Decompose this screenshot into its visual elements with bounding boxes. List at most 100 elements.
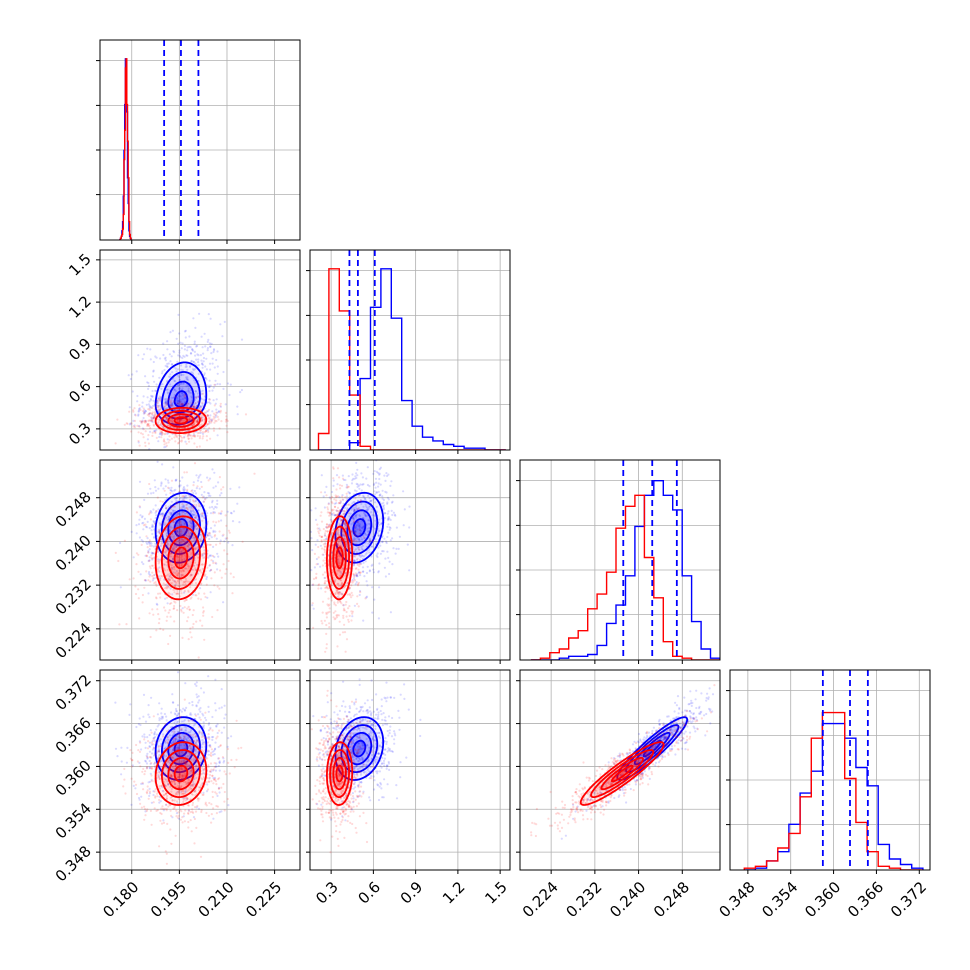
blue-point [320, 474, 323, 477]
blue-point [213, 511, 216, 514]
red-point [354, 504, 357, 507]
blue-point [141, 522, 144, 525]
blue-point [214, 485, 217, 488]
blue-point [141, 401, 144, 404]
blue-point [191, 349, 195, 352]
red-point [182, 583, 185, 586]
blue-point [373, 490, 376, 493]
red-point [338, 633, 342, 636]
blue-point [153, 430, 156, 433]
red-point [343, 631, 347, 634]
blue-point [197, 358, 200, 361]
red-point [163, 489, 166, 492]
red-point [322, 543, 325, 546]
blue-point [158, 566, 161, 569]
blue-point [178, 395, 181, 398]
red-point [356, 557, 359, 560]
red-point [180, 439, 183, 442]
red-point [149, 412, 152, 415]
red-point [358, 553, 362, 556]
red-point [151, 434, 154, 437]
red-point [157, 622, 161, 625]
red-point [164, 420, 167, 423]
red-point [205, 429, 208, 432]
blue-point [216, 731, 219, 735]
blue-point [192, 317, 195, 320]
red-point [350, 591, 353, 595]
blue-point [391, 563, 394, 566]
blue-point [179, 356, 182, 359]
red-point [321, 535, 324, 538]
red-point [212, 412, 216, 415]
red-point [210, 421, 213, 424]
red-point [162, 413, 165, 416]
red-point [253, 472, 256, 475]
blue-point [170, 402, 174, 405]
red-point [167, 486, 170, 489]
red-point [178, 490, 181, 493]
blue-point [177, 539, 180, 542]
red-point [226, 552, 229, 556]
blue-point [392, 511, 395, 514]
red-point [160, 507, 163, 510]
blue-point [169, 373, 172, 376]
red-point [169, 526, 172, 529]
red-point [194, 567, 197, 570]
red-point [189, 627, 192, 630]
blue-point [350, 482, 354, 485]
red-point [176, 511, 179, 514]
red-point [347, 607, 350, 610]
red-point [155, 629, 158, 632]
red-point [167, 528, 170, 531]
red-point [150, 554, 153, 557]
red-point [123, 539, 126, 542]
red-point [156, 496, 159, 499]
blue-point [382, 498, 385, 502]
blue-point [165, 715, 168, 718]
blue-point [372, 455, 374, 457]
blue-point [366, 565, 369, 568]
red-point [200, 418, 203, 421]
blue-point [158, 558, 161, 561]
blue-point [171, 403, 174, 407]
blue-point [187, 543, 190, 546]
red-point [191, 424, 194, 427]
red-point [205, 523, 208, 527]
blue-point [146, 438, 149, 441]
blue-point [184, 682, 187, 685]
red-point [171, 417, 174, 421]
blue-point [152, 520, 155, 523]
blue-point [163, 712, 166, 716]
blue-point [378, 586, 381, 589]
red-point [170, 479, 174, 482]
red-point [201, 401, 204, 404]
blue-point [138, 518, 141, 521]
red-point [192, 423, 196, 426]
red-point [199, 563, 202, 566]
red-point [205, 583, 208, 586]
blue-point [214, 530, 217, 533]
red-point [341, 495, 344, 498]
red-point [158, 528, 161, 531]
red-point [187, 433, 190, 436]
red-point [218, 587, 221, 590]
red-point [186, 509, 189, 512]
blue-point [178, 387, 181, 390]
red-point [174, 572, 177, 575]
blue-point [164, 400, 167, 404]
red-point [168, 419, 171, 422]
blue-point [194, 492, 198, 495]
red-point [143, 412, 146, 415]
blue-point [192, 433, 195, 436]
red-point [165, 507, 168, 510]
red-point [134, 414, 137, 417]
red-point [192, 406, 195, 409]
blue-point [378, 494, 381, 497]
red-point [191, 504, 194, 507]
red-point [364, 597, 367, 600]
blue-point [355, 482, 358, 485]
red-point [356, 563, 359, 567]
blue-point [215, 537, 218, 540]
blue-point [170, 474, 172, 476]
red-point [184, 433, 187, 436]
